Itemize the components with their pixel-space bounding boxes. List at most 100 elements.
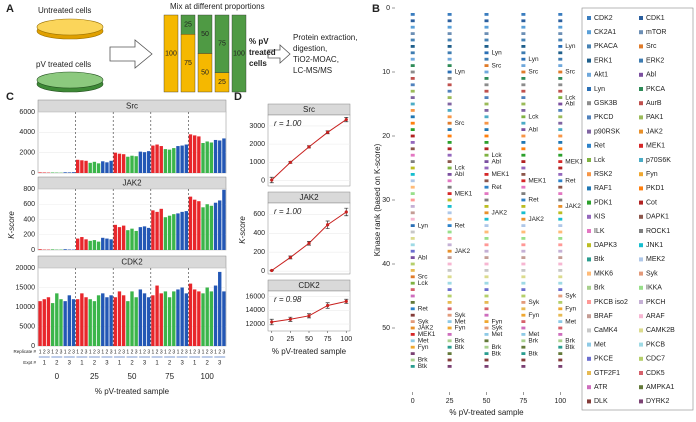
- rank-marker: [447, 160, 452, 163]
- x-tick-label: 25: [90, 372, 99, 381]
- rank-marker: [484, 51, 489, 55]
- rank-marker: [558, 281, 563, 285]
- rank-marker: [410, 173, 415, 176]
- rank-marker: [521, 249, 526, 253]
- rank-marker: [447, 269, 452, 272]
- bar: [50, 172, 55, 173]
- bar: [134, 156, 138, 173]
- rank-marker: [447, 109, 452, 112]
- rank-marker: [484, 38, 489, 42]
- bar: [88, 240, 92, 250]
- rank-marker: [521, 13, 526, 16]
- bar: [109, 160, 113, 173]
- replicate-number: 3: [210, 349, 213, 355]
- bar: [80, 293, 84, 346]
- rank-marker: [558, 173, 563, 176]
- rank-marker: [558, 128, 563, 131]
- rank-marker: [447, 57, 452, 61]
- rank-marker: [410, 358, 415, 362]
- legend-label: ERK2: [646, 57, 664, 64]
- x-tick-label: 75: [165, 372, 174, 381]
- rank-label: Lyn: [418, 222, 429, 229]
- bar: [59, 299, 63, 346]
- point: [307, 145, 311, 149]
- replicate-number: 3: [185, 349, 188, 355]
- rank-marker: [558, 185, 563, 189]
- rank-marker: [410, 313, 415, 317]
- legend-label: CDK5: [646, 370, 665, 377]
- x-tick-label: 100: [201, 372, 215, 381]
- bar: [46, 297, 51, 346]
- rank-marker: [521, 51, 526, 55]
- rank-marker: [558, 134, 563, 138]
- bar: [96, 163, 101, 173]
- rank-marker: [521, 224, 526, 227]
- bar: [213, 139, 218, 173]
- rank-marker: [447, 237, 452, 240]
- rank-marker: [447, 102, 452, 106]
- x-tick-label: 0: [270, 336, 274, 343]
- treated-caption: % pV: [249, 37, 269, 46]
- rank-marker: [447, 224, 452, 227]
- legend-marker: [587, 72, 591, 77]
- replicate-number: 3: [197, 349, 200, 355]
- x-axis-label: % pV-treated sample: [95, 387, 170, 396]
- legend-marker: [639, 214, 643, 219]
- bar: [121, 295, 126, 346]
- bar: [38, 172, 42, 173]
- rank-marker: [521, 198, 526, 202]
- replicate-number: 2: [80, 349, 83, 355]
- rank-marker: [484, 358, 489, 362]
- point: [307, 314, 311, 318]
- legend-label: DYRK2: [646, 398, 669, 405]
- legend-label: KIS: [594, 214, 606, 221]
- rank-marker: [447, 128, 452, 131]
- rank-marker: [521, 166, 526, 170]
- rank-label: Brk: [455, 338, 466, 345]
- legend-label: ROCK1: [646, 228, 670, 235]
- bar: [155, 211, 159, 250]
- rank-marker: [521, 281, 526, 285]
- rank-marker: [447, 153, 452, 157]
- legend-marker: [639, 30, 643, 35]
- rank-marker: [410, 51, 415, 55]
- panel-label: D: [234, 91, 242, 103]
- rank-marker: [521, 128, 526, 131]
- bar: [205, 204, 209, 250]
- bar: [159, 208, 163, 250]
- legend-marker: [587, 342, 591, 347]
- rank-marker: [447, 243, 452, 247]
- bar: [113, 152, 117, 173]
- legend-label: CAMK2B: [646, 327, 675, 334]
- replicate-number: 3: [122, 349, 125, 355]
- bar: [88, 162, 92, 173]
- rank-marker: [410, 262, 415, 266]
- bar: [184, 211, 188, 250]
- rank-marker: [447, 147, 452, 151]
- y-tick-label: 400: [253, 230, 265, 237]
- rank-marker: [410, 32, 415, 35]
- rank-label: Lck: [418, 280, 429, 287]
- untreated-part: [163, 14, 179, 93]
- replicate-number: 1: [51, 349, 54, 355]
- legend-marker: [587, 186, 591, 191]
- panel-label: A: [6, 3, 14, 15]
- rank-label: Abl: [455, 171, 465, 178]
- untreated-percent: 50: [201, 70, 209, 77]
- replicate-number: 1: [202, 349, 205, 355]
- legend-marker: [639, 300, 643, 304]
- y-tick-label: 10: [382, 69, 390, 76]
- legend-label: GSK3B: [594, 100, 618, 107]
- rank-marker: [521, 141, 526, 144]
- legend-marker: [639, 143, 643, 148]
- replicate-number: 3: [60, 349, 63, 355]
- bar: [130, 155, 134, 173]
- rank-marker: [447, 198, 452, 202]
- rank-marker: [410, 89, 415, 93]
- rank-marker: [410, 301, 415, 304]
- rank-marker: [521, 320, 526, 323]
- replicate-number: 2: [118, 349, 121, 355]
- rank-marker: [410, 320, 415, 323]
- bar: [172, 214, 176, 250]
- bar: [218, 200, 222, 250]
